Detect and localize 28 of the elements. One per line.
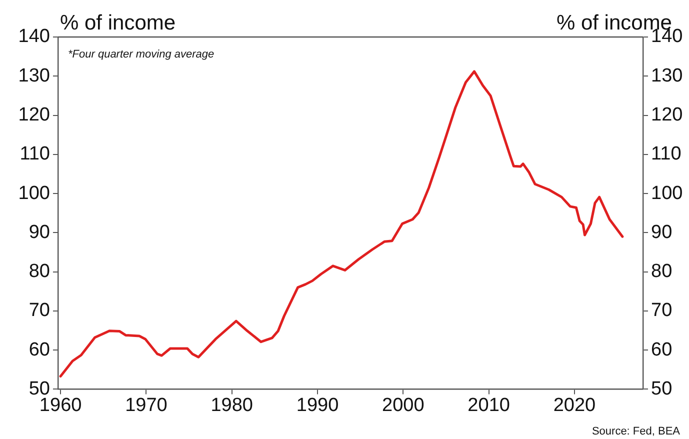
y2-tick-label: 120 bbox=[651, 104, 683, 126]
y-tick-label: 120 bbox=[18, 104, 50, 126]
y2-tick-label: 60 bbox=[651, 339, 672, 360]
y-tick-label: 80 bbox=[28, 261, 50, 282]
y2-tick-label: 70 bbox=[651, 300, 672, 322]
y-tick-label: 100 bbox=[18, 182, 50, 204]
y2-tick-label: 90 bbox=[651, 222, 672, 243]
y-tick-label: 60 bbox=[28, 339, 50, 360]
y2-tick-label: 110 bbox=[651, 144, 682, 165]
y2-tick-label: 100 bbox=[651, 182, 683, 204]
x-tick-label: 1960 bbox=[39, 394, 82, 416]
y-tick-label: 130 bbox=[18, 65, 50, 86]
x-tick-label: 1980 bbox=[210, 394, 254, 416]
y-tick-label: 140 bbox=[18, 26, 50, 48]
y-axis-title: % of income bbox=[60, 11, 176, 34]
x-tick-label: 1990 bbox=[296, 394, 339, 416]
y2-tick-label: 50 bbox=[651, 378, 672, 400]
y2-tick-label: 130 bbox=[651, 65, 683, 86]
x-tick-label: 1970 bbox=[125, 394, 168, 416]
source-note: Source: Fed, BEA bbox=[592, 426, 681, 438]
y-tick-label: 90 bbox=[28, 222, 50, 243]
x-tick-label: 2000 bbox=[382, 394, 424, 416]
annotation: *Four quarter moving average bbox=[68, 48, 214, 61]
x-tick-label: 2020 bbox=[553, 394, 596, 416]
y-tick-label: 110 bbox=[20, 144, 50, 165]
y-tick-label: 70 bbox=[28, 300, 50, 322]
y2-tick-label: 80 bbox=[651, 261, 672, 282]
x-tick-label: 2010 bbox=[468, 394, 510, 416]
